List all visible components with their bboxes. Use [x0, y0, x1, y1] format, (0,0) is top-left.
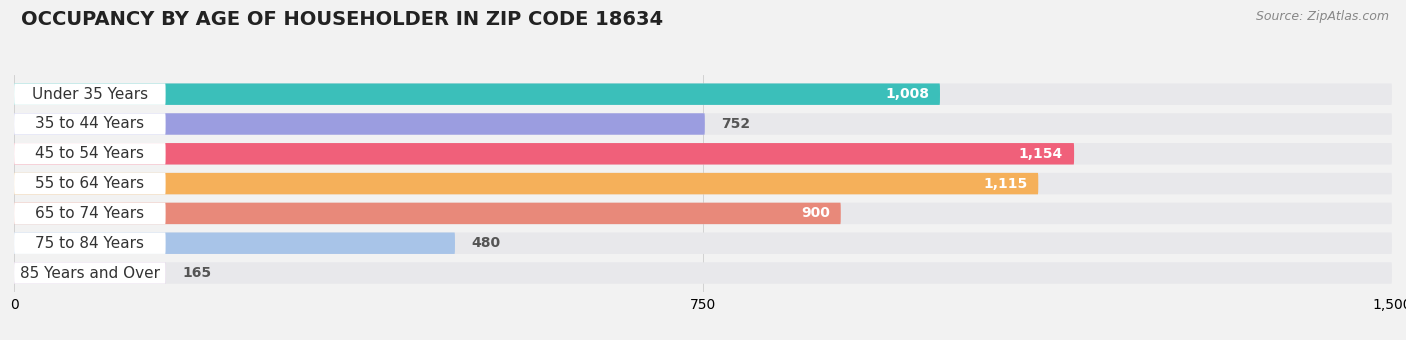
FancyBboxPatch shape — [14, 83, 1392, 105]
Text: Under 35 Years: Under 35 Years — [32, 87, 148, 102]
FancyBboxPatch shape — [14, 83, 941, 105]
FancyBboxPatch shape — [14, 83, 166, 105]
Text: 1,115: 1,115 — [983, 176, 1028, 191]
FancyBboxPatch shape — [14, 113, 1392, 135]
FancyBboxPatch shape — [14, 173, 1392, 194]
FancyBboxPatch shape — [14, 143, 1074, 165]
FancyBboxPatch shape — [14, 262, 166, 284]
FancyBboxPatch shape — [14, 173, 166, 194]
FancyBboxPatch shape — [14, 262, 166, 284]
Text: 35 to 44 Years: 35 to 44 Years — [35, 117, 145, 132]
FancyBboxPatch shape — [14, 203, 841, 224]
FancyBboxPatch shape — [14, 262, 1392, 284]
FancyBboxPatch shape — [14, 233, 166, 254]
Text: 45 to 54 Years: 45 to 54 Years — [35, 146, 145, 161]
FancyBboxPatch shape — [14, 143, 1392, 165]
Text: 65 to 74 Years: 65 to 74 Years — [35, 206, 145, 221]
FancyBboxPatch shape — [14, 173, 1038, 194]
Text: 75 to 84 Years: 75 to 84 Years — [35, 236, 145, 251]
FancyBboxPatch shape — [14, 143, 166, 165]
FancyBboxPatch shape — [14, 203, 1392, 224]
Text: OCCUPANCY BY AGE OF HOUSEHOLDER IN ZIP CODE 18634: OCCUPANCY BY AGE OF HOUSEHOLDER IN ZIP C… — [21, 10, 664, 29]
Text: Source: ZipAtlas.com: Source: ZipAtlas.com — [1256, 10, 1389, 23]
Text: 85 Years and Over: 85 Years and Over — [20, 266, 160, 280]
Text: 55 to 64 Years: 55 to 64 Years — [35, 176, 145, 191]
Text: 900: 900 — [801, 206, 830, 220]
Text: 752: 752 — [721, 117, 751, 131]
FancyBboxPatch shape — [14, 113, 166, 135]
Text: 1,154: 1,154 — [1019, 147, 1063, 161]
FancyBboxPatch shape — [14, 113, 704, 135]
FancyBboxPatch shape — [14, 233, 1392, 254]
Text: 1,008: 1,008 — [884, 87, 929, 101]
Text: 165: 165 — [183, 266, 211, 280]
FancyBboxPatch shape — [14, 233, 456, 254]
Text: 480: 480 — [471, 236, 501, 250]
FancyBboxPatch shape — [14, 203, 166, 224]
